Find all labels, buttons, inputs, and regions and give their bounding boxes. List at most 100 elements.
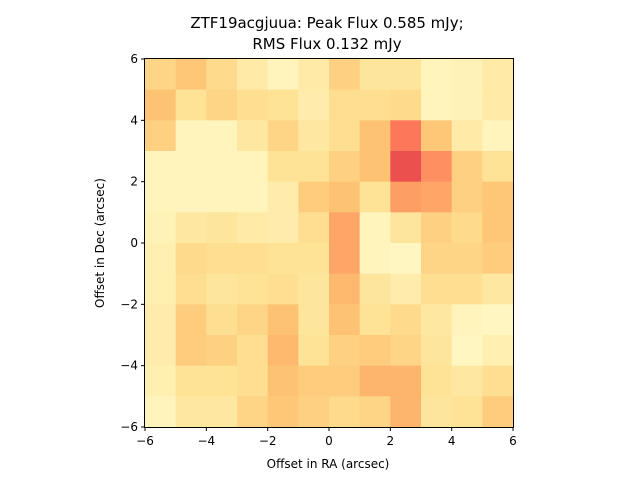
heatmap-cell bbox=[145, 304, 177, 336]
heatmap-cell bbox=[206, 89, 238, 121]
heatmap-cell bbox=[359, 335, 391, 367]
heatmap-cell bbox=[421, 365, 453, 397]
heatmap-cell bbox=[298, 212, 330, 244]
heatmap-cell bbox=[482, 273, 514, 305]
heatmap-cell bbox=[298, 304, 330, 336]
heatmap-cell bbox=[145, 151, 177, 183]
y-tick-label: 2 bbox=[130, 175, 138, 189]
heatmap-cell bbox=[237, 120, 269, 152]
heatmap-cell bbox=[329, 120, 361, 152]
heatmap-cell bbox=[237, 151, 269, 183]
heatmap-cell bbox=[451, 396, 483, 428]
heatmap-cell bbox=[175, 243, 207, 275]
heatmap-cell bbox=[206, 243, 238, 275]
heatmap-cell bbox=[267, 59, 299, 91]
heatmap-cell bbox=[390, 151, 422, 183]
heatmap-cell bbox=[145, 89, 177, 121]
heatmap-cell bbox=[359, 151, 391, 183]
heatmap-cell bbox=[206, 181, 238, 213]
heatmap-cell bbox=[390, 243, 422, 275]
heatmap-cell bbox=[206, 151, 238, 183]
heatmap-cell bbox=[267, 335, 299, 367]
heatmap-cell bbox=[451, 304, 483, 336]
heatmap-cell bbox=[145, 365, 177, 397]
heatmap-cell bbox=[145, 273, 177, 305]
heatmap-cell bbox=[206, 59, 238, 91]
x-axis-ticks: −6 −4 −2 0 2 4 6 bbox=[136, 427, 517, 448]
heatmap-cell bbox=[175, 304, 207, 336]
heatmap-cell bbox=[482, 59, 514, 91]
heatmap-cell bbox=[421, 89, 453, 121]
y-tick-label: 0 bbox=[130, 236, 138, 250]
heatmap-cell bbox=[237, 243, 269, 275]
heatmap-cell bbox=[175, 212, 207, 244]
heatmap-cell bbox=[390, 304, 422, 336]
heatmap-cell bbox=[482, 120, 514, 152]
heatmap-cell bbox=[237, 89, 269, 121]
y-tick-label: −2 bbox=[120, 297, 138, 311]
heatmap-cell bbox=[451, 89, 483, 121]
heatmap-cell bbox=[421, 335, 453, 367]
heatmap-cell bbox=[359, 181, 391, 213]
heatmap-cell bbox=[145, 335, 177, 367]
heatmap-cell bbox=[145, 120, 177, 152]
heatmap-cell bbox=[298, 59, 330, 91]
heatmap-cell bbox=[267, 304, 299, 336]
heatmap-cell bbox=[175, 335, 207, 367]
heatmap-cell bbox=[329, 181, 361, 213]
heatmap-cell bbox=[421, 151, 453, 183]
heatmap-cell bbox=[451, 212, 483, 244]
heatmap-cell bbox=[359, 273, 391, 305]
heatmap-cell bbox=[390, 335, 422, 367]
y-tick-label: 6 bbox=[130, 52, 138, 66]
heatmap-cell bbox=[237, 273, 269, 305]
heatmap-cell bbox=[451, 59, 483, 91]
heatmap-cell bbox=[298, 396, 330, 428]
y-tick-label: 4 bbox=[130, 113, 138, 127]
x-tick-label: −2 bbox=[259, 434, 277, 448]
heatmap-cell bbox=[482, 181, 514, 213]
heatmap-cell bbox=[482, 335, 514, 367]
heatmap-cell bbox=[298, 365, 330, 397]
heatmap-cell bbox=[359, 120, 391, 152]
heatmap-cell bbox=[267, 396, 299, 428]
heatmap-cell bbox=[206, 396, 238, 428]
heatmap-cell bbox=[451, 335, 483, 367]
heatmap-cell bbox=[359, 365, 391, 397]
heatmap-cell bbox=[421, 273, 453, 305]
heatmap-cell bbox=[359, 59, 391, 91]
x-tick-label: −6 bbox=[136, 434, 154, 448]
heatmap-cell bbox=[329, 396, 361, 428]
heatmap-cell bbox=[175, 120, 207, 152]
heatmap-cell bbox=[206, 304, 238, 336]
heatmap-cell bbox=[329, 273, 361, 305]
chart-subtitle: RMS Flux 0.132 mJy bbox=[252, 35, 401, 53]
heatmap-cell bbox=[359, 396, 391, 428]
heatmap-cell bbox=[451, 151, 483, 183]
x-axis-label: Offset in RA (arcsec) bbox=[267, 457, 390, 471]
heatmap-cells bbox=[145, 59, 514, 428]
heatmap-cell bbox=[390, 181, 422, 213]
heatmap-cell bbox=[482, 212, 514, 244]
heatmap-cell bbox=[267, 212, 299, 244]
heatmap-cell bbox=[298, 181, 330, 213]
heatmap-cell bbox=[237, 59, 269, 91]
y-axis-label: Offset in Dec (arcsec) bbox=[93, 178, 107, 308]
heatmap-cell bbox=[175, 396, 207, 428]
heatmap-cell bbox=[206, 273, 238, 305]
heatmap-cell bbox=[267, 243, 299, 275]
heatmap-cell bbox=[451, 181, 483, 213]
heatmap-cell bbox=[175, 181, 207, 213]
heatmap-cell bbox=[298, 273, 330, 305]
heatmap-cell bbox=[329, 304, 361, 336]
x-tick-label: 4 bbox=[448, 434, 456, 448]
y-axis-ticks: −6 −4 −2 0 2 4 6 bbox=[120, 52, 145, 434]
heatmap-cell bbox=[390, 365, 422, 397]
heatmap-cell bbox=[237, 335, 269, 367]
heatmap-cell bbox=[421, 304, 453, 336]
heatmap-cell bbox=[329, 151, 361, 183]
x-tick-label: 0 bbox=[325, 434, 333, 448]
heatmap-cell bbox=[421, 396, 453, 428]
heatmap-cell bbox=[390, 212, 422, 244]
heatmap-cell bbox=[237, 304, 269, 336]
